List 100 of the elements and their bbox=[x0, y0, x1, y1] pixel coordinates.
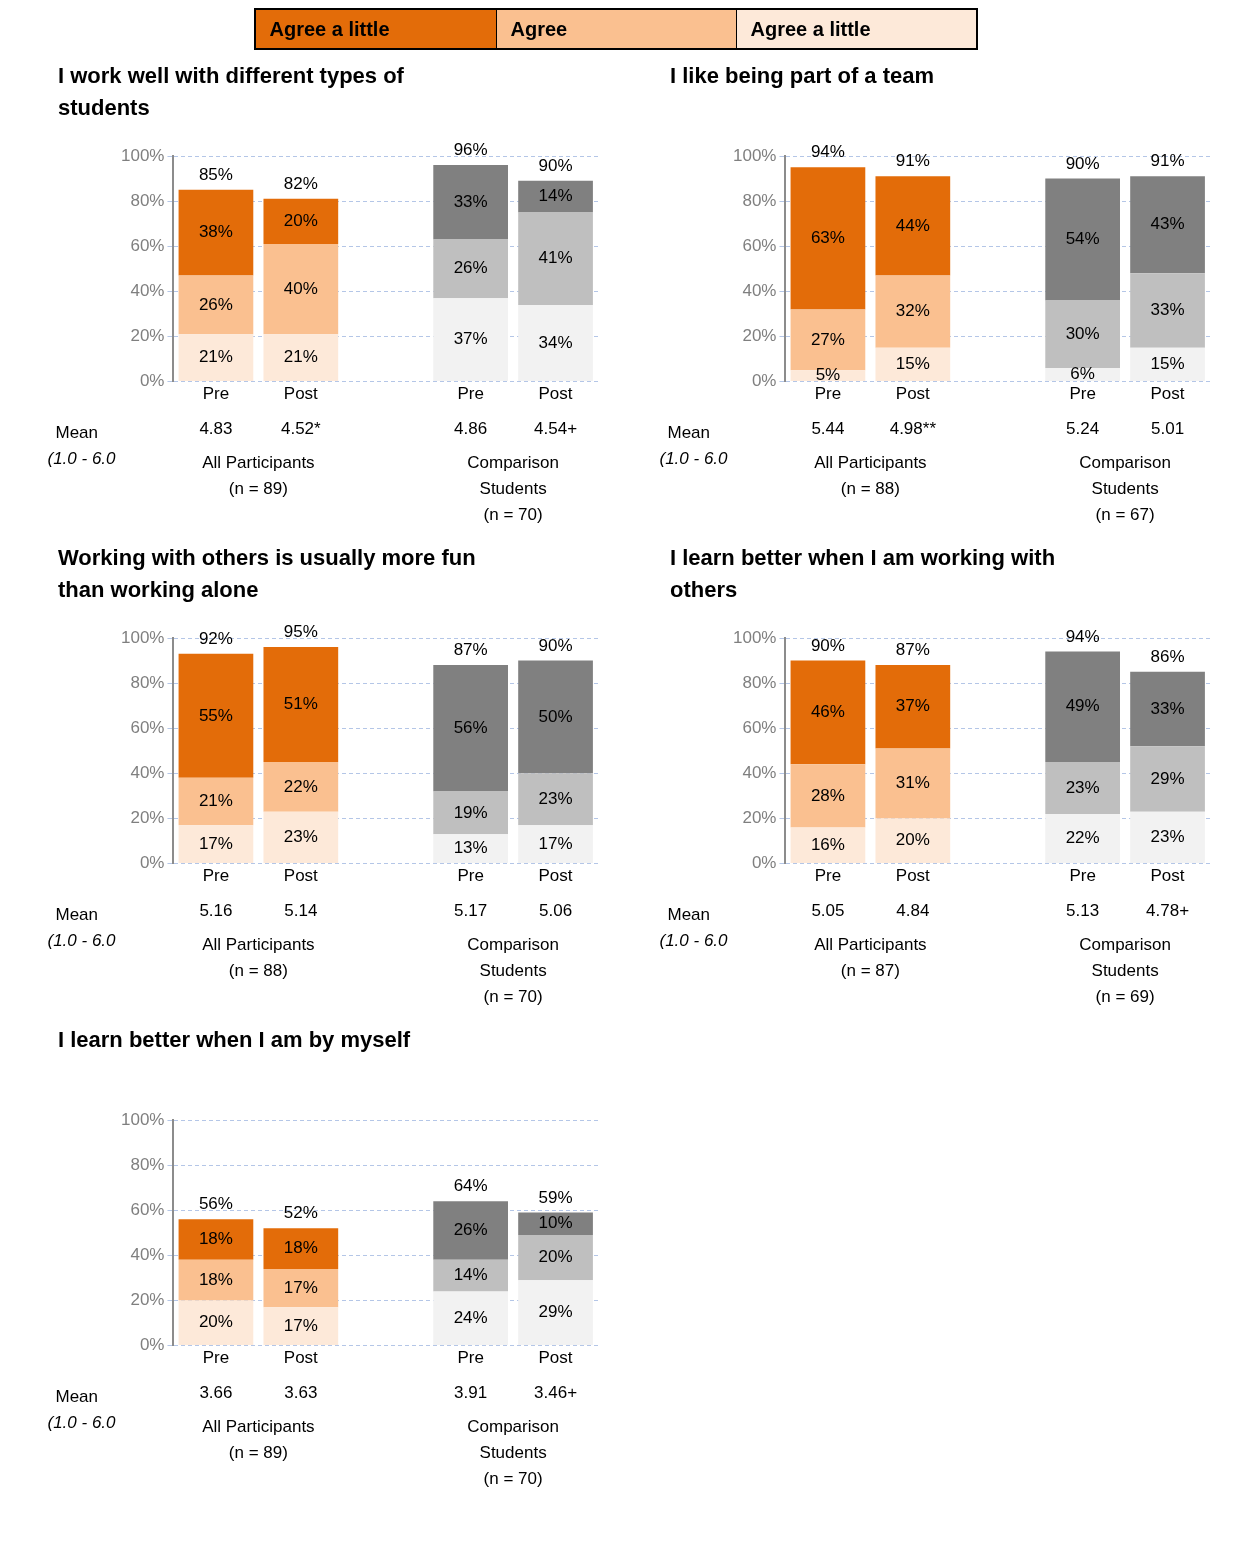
y-tick-label: 80% bbox=[742, 672, 777, 692]
bar bbox=[433, 791, 508, 835]
total-label: 59% bbox=[538, 1187, 573, 1207]
x-tick-label: Pre bbox=[202, 866, 230, 886]
bar bbox=[790, 660, 866, 765]
total-label: 90% bbox=[810, 635, 845, 655]
bar bbox=[433, 834, 508, 864]
bar bbox=[790, 167, 866, 310]
bar bbox=[433, 665, 508, 792]
x-tick-label: Post bbox=[1150, 384, 1185, 404]
x-tick-label: Post bbox=[1150, 866, 1185, 886]
bar bbox=[875, 818, 951, 864]
data-label: 43% bbox=[1150, 214, 1185, 234]
bar bbox=[433, 1201, 508, 1260]
total-label: 92% bbox=[198, 628, 233, 648]
total-label: 56% bbox=[198, 1194, 233, 1214]
data-label: 55% bbox=[198, 705, 233, 725]
bar bbox=[178, 334, 254, 382]
y-tick-label: 0% bbox=[139, 853, 165, 873]
y-tick-label: 20% bbox=[742, 326, 777, 346]
bar bbox=[1130, 176, 1205, 274]
y-tick-label: 100% bbox=[733, 145, 777, 165]
bar bbox=[875, 665, 951, 749]
y-tick-label: 60% bbox=[742, 717, 777, 737]
bar bbox=[1045, 178, 1120, 301]
bar bbox=[1045, 762, 1120, 814]
data-label: 20% bbox=[283, 211, 318, 231]
text: Comparison Students (n = 70) bbox=[467, 1417, 559, 1489]
data-label: 44% bbox=[895, 215, 930, 235]
text: All Participants (n = 89) bbox=[202, 1417, 315, 1463]
data-label: 37% bbox=[895, 696, 930, 716]
bar bbox=[1130, 746, 1205, 812]
y-tick-label: 80% bbox=[130, 190, 165, 210]
data-label: 23% bbox=[538, 788, 573, 808]
text: Agree a little bbox=[269, 17, 390, 41]
bar bbox=[263, 1268, 339, 1308]
data-label: 20% bbox=[198, 1312, 233, 1332]
data-label: 18% bbox=[198, 1269, 233, 1289]
text: 4.83 bbox=[199, 419, 233, 439]
data-label: 32% bbox=[895, 301, 930, 321]
x-tick-label: Pre bbox=[202, 1348, 230, 1368]
y-tick-label: 0% bbox=[751, 371, 777, 391]
y-tick-label: 80% bbox=[742, 190, 777, 210]
y-tick-label: 100% bbox=[121, 1109, 165, 1129]
text: Mean bbox=[55, 1387, 99, 1407]
bar bbox=[263, 198, 339, 244]
data-label: 13% bbox=[453, 838, 488, 858]
data-label: 37% bbox=[453, 329, 488, 349]
text: (1.0 - 6.0 bbox=[47, 1413, 117, 1433]
data-label: 14% bbox=[538, 186, 573, 206]
total-label: 82% bbox=[283, 174, 318, 194]
total-label: 90% bbox=[1065, 153, 1100, 173]
x-tick-label: Post bbox=[895, 384, 931, 404]
bar bbox=[1130, 347, 1205, 382]
text: 5.14 bbox=[284, 901, 318, 921]
text: 4.52* bbox=[280, 419, 322, 439]
data-label: 17% bbox=[283, 1277, 318, 1297]
data-label: 56% bbox=[453, 717, 488, 737]
x-tick-label: Post bbox=[283, 1348, 319, 1368]
total-label: 90% bbox=[538, 156, 573, 175]
text: (1.0 - 6.0 bbox=[47, 931, 117, 951]
data-label: 23% bbox=[283, 827, 318, 847]
text: Comparison Students (n = 69) bbox=[1079, 935, 1171, 1007]
text: All Participants (n = 89) bbox=[202, 453, 315, 499]
bar bbox=[518, 773, 593, 826]
text: All Participants (n = 87) bbox=[814, 935, 927, 981]
text: 5.06 bbox=[539, 901, 573, 921]
data-label: 29% bbox=[1150, 768, 1185, 788]
data-label: 33% bbox=[1150, 698, 1185, 718]
bar bbox=[1045, 300, 1120, 369]
data-label: 54% bbox=[1065, 229, 1100, 249]
bar bbox=[1045, 651, 1120, 763]
x-tick-label: Pre bbox=[814, 384, 842, 404]
y-tick-label: 0% bbox=[751, 853, 777, 873]
bar bbox=[1130, 671, 1205, 747]
data-label: 28% bbox=[810, 785, 845, 805]
text: 5.01 bbox=[1151, 419, 1185, 439]
bar bbox=[178, 1300, 254, 1346]
y-tick-label: 80% bbox=[130, 672, 165, 692]
data-label: 14% bbox=[453, 1265, 488, 1285]
y-tick-label: 100% bbox=[733, 627, 777, 647]
data-label: 22% bbox=[1065, 828, 1100, 848]
bar bbox=[433, 1291, 508, 1346]
total-label: 87% bbox=[453, 640, 488, 660]
y-tick-label: 60% bbox=[130, 235, 165, 255]
data-label: 33% bbox=[453, 191, 488, 211]
chart-title: I learn better when I am working with others bbox=[669, 544, 1057, 604]
bar bbox=[518, 1235, 593, 1281]
data-label: 21% bbox=[283, 347, 318, 367]
total-label: 86% bbox=[1150, 647, 1185, 667]
total-label: 94% bbox=[1065, 626, 1100, 646]
data-label: 5% bbox=[815, 365, 841, 385]
data-label: 17% bbox=[198, 833, 233, 853]
data-label: 40% bbox=[283, 278, 318, 298]
text: Comparison Students (n = 70) bbox=[467, 453, 559, 525]
y-tick-label: 20% bbox=[130, 1290, 165, 1310]
data-label: 18% bbox=[198, 1229, 233, 1249]
x-tick-label: Pre bbox=[1069, 384, 1096, 404]
x-tick-label: Pre bbox=[457, 866, 484, 886]
bar bbox=[518, 1280, 593, 1346]
